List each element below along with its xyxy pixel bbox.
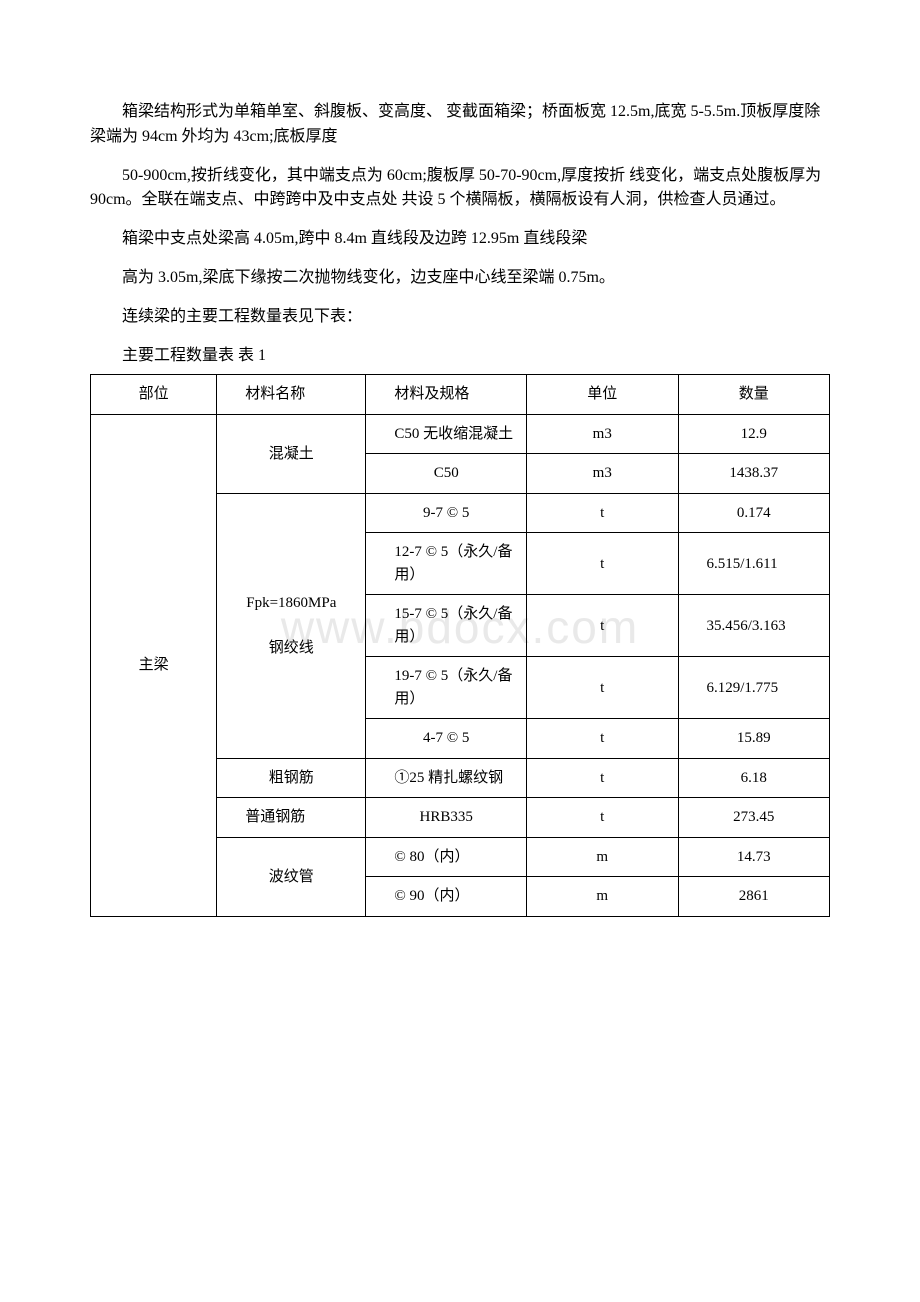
cell-spec: 12-7 © 5（永久/备用） — [366, 533, 527, 595]
cell-name: Fpk=1860MPa 钢绞线 — [217, 493, 366, 758]
quantities-table: 部位 材料名称 材料及规格 单位 数量 主梁 混凝土 C50 无收缩混凝土 m3… — [90, 374, 830, 917]
cell-unit: m — [527, 837, 678, 877]
cell-unit: t — [527, 657, 678, 719]
cell-spec: © 90（内） — [366, 877, 527, 917]
paragraph-2: 50-900cm,按折线变化，其中端支点为 60cm;腹板厚 50-70-90c… — [90, 164, 830, 214]
cell-qty: 0.174 — [678, 493, 830, 533]
header-unit: 单位 — [527, 375, 678, 415]
paragraph-4: 高为 3.05m,梁底下缘按二次抛物线变化，边支座中心线至梁端 0.75m。 — [90, 266, 830, 291]
paragraph-5: 连续梁的主要工程数量表见下表： — [90, 305, 830, 330]
cell-part: 主梁 — [91, 414, 217, 916]
cell-qty: 273.45 — [678, 798, 830, 838]
header-name: 材料名称 — [217, 375, 366, 415]
cell-unit: t — [527, 533, 678, 595]
table-title: 主要工程数量表 表 1 — [90, 344, 830, 369]
cell-spec: 9-7 © 5 — [366, 493, 527, 533]
cell-name: 混凝土 — [217, 414, 366, 493]
cell-spec: 19-7 © 5（永久/备用） — [366, 657, 527, 719]
cell-spec: HRB335 — [366, 798, 527, 838]
cell-unit: t — [527, 719, 678, 759]
cell-unit: t — [527, 493, 678, 533]
cell-qty: 15.89 — [678, 719, 830, 759]
cell-spec: © 80（内） — [366, 837, 527, 877]
cell-qty: 6.129/1.775 — [678, 657, 830, 719]
cell-unit: t — [527, 798, 678, 838]
cell-qty: 12.9 — [678, 414, 830, 454]
cell-spec: ①25 精扎螺纹钢 — [366, 758, 527, 798]
cell-spec: C50 — [366, 454, 527, 494]
header-spec: 材料及规格 — [366, 375, 527, 415]
table-row: 主梁 混凝土 C50 无收缩混凝土 m3 12.9 — [91, 414, 830, 454]
cell-qty: 35.456/3.163 — [678, 595, 830, 657]
document-page: 箱梁结构形式为单箱单室、斜腹板、变高度、 变截面箱梁；桥面板宽 12.5m,底宽… — [0, 0, 920, 977]
cell-qty: 2861 — [678, 877, 830, 917]
cell-name-line2: 钢绞线 — [269, 640, 314, 656]
cell-name: 粗钢筋 — [217, 758, 366, 798]
cell-spec: 4-7 © 5 — [366, 719, 527, 759]
cell-name-line1: Fpk=1860MPa — [246, 595, 336, 611]
cell-qty: 14.73 — [678, 837, 830, 877]
header-part: 部位 — [91, 375, 217, 415]
cell-name: 波纹管 — [217, 837, 366, 916]
cell-qty: 6.515/1.611 — [678, 533, 830, 595]
cell-unit: m — [527, 877, 678, 917]
cell-unit: t — [527, 595, 678, 657]
cell-unit: t — [527, 758, 678, 798]
paragraph-3: 箱梁中支点处梁高 4.05m,跨中 8.4m 直线段及边跨 12.95m 直线段… — [90, 227, 830, 252]
table-header-row: 部位 材料名称 材料及规格 单位 数量 — [91, 375, 830, 415]
cell-unit: m3 — [527, 414, 678, 454]
header-qty: 数量 — [678, 375, 830, 415]
cell-spec: 15-7 © 5（永久/备用） — [366, 595, 527, 657]
cell-qty: 6.18 — [678, 758, 830, 798]
cell-qty: 1438.37 — [678, 454, 830, 494]
cell-unit: m3 — [527, 454, 678, 494]
cell-spec: C50 无收缩混凝土 — [366, 414, 527, 454]
paragraph-1: 箱梁结构形式为单箱单室、斜腹板、变高度、 变截面箱梁；桥面板宽 12.5m,底宽… — [90, 100, 830, 150]
cell-name: 普通钢筋 — [217, 798, 366, 838]
